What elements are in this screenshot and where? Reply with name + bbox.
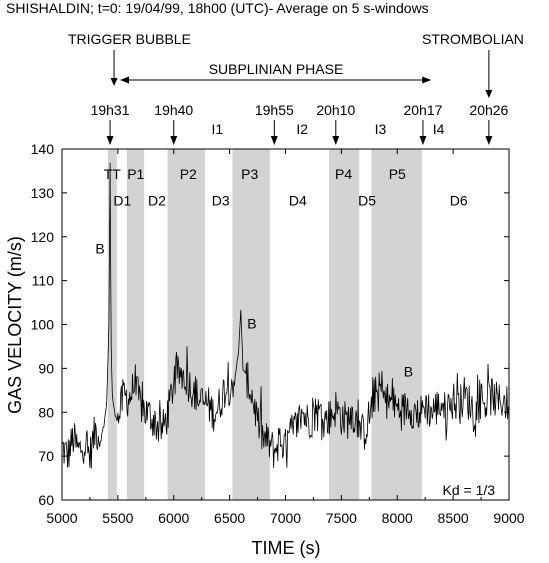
interval-label: I1 [211, 121, 223, 137]
time-marker-arrow-head [106, 136, 114, 145]
annotation: B [95, 241, 104, 257]
region-labels: TT P1 P2 P3 P4 P5 D1 D2 D3 D4 D5 D6 B B B Kd = 1/3 [95, 166, 495, 498]
region-label: P5 [389, 166, 406, 182]
time-marker-label: 20h17 [403, 102, 442, 118]
region-label: D1 [113, 192, 131, 208]
y-tick-label: 60 [38, 492, 54, 508]
x-tick-label: 7500 [326, 510, 357, 526]
time-marker-label: 20h26 [469, 102, 508, 118]
chart-title: SHISHALDIN; t=0: 19/04/99, 18h00 (UTC)- … [6, 0, 429, 16]
region-label: TT [104, 166, 122, 182]
strombolian-arrow-head [485, 90, 493, 98]
x-tick-label: 7000 [270, 510, 301, 526]
shaded-band [126, 149, 145, 500]
y-tick-label: 100 [31, 317, 55, 333]
x-axis: 5000 5500 6000 6500 7000 7500 8000 8500 9000 [46, 149, 525, 526]
region-label: D4 [289, 192, 307, 208]
annotation: B [247, 315, 256, 331]
shaded-band [107, 149, 117, 500]
gas-velocity-trace [61, 162, 510, 469]
y-tick-label: 120 [31, 229, 55, 245]
interval-label: I2 [296, 121, 308, 137]
region-label: D3 [212, 192, 230, 208]
region-label: D6 [450, 192, 468, 208]
time-marker-label: 20h10 [316, 102, 355, 118]
phase-arrow-right-head [422, 76, 432, 84]
time-marker-arrow-head [485, 136, 493, 145]
region-label: D2 [148, 192, 166, 208]
y-tick-label: 110 [32, 273, 55, 289]
y-tick-label: 90 [38, 360, 54, 376]
subplinian-phase-label: SUBPLINIAN PHASE [209, 61, 344, 77]
y-tick-label: 130 [31, 185, 55, 201]
x-tick-label: 9000 [493, 510, 524, 526]
trigger-bubble-label: TRIGGER BUBBLE [68, 31, 191, 47]
annotation: B [404, 364, 413, 380]
y-tick-label: 70 [38, 448, 54, 464]
y-axis: 60 70 80 90 100 110 120 130 140 [31, 141, 509, 508]
y-tick-label: 80 [38, 404, 54, 420]
shaded-band [167, 149, 206, 500]
time-markers: 19h31 19h40 19h55 20h10 20h17 20h26 I1 I2 I3 I4 [91, 50, 509, 145]
time-marker-label: 19h55 [255, 102, 294, 118]
interval-label: I3 [375, 121, 387, 137]
region-label: P2 [180, 166, 197, 182]
y-tick-label: 140 [31, 141, 55, 157]
annotation: Kd = 1/3 [442, 482, 495, 498]
time-marker-arrow-head [419, 136, 427, 145]
x-axis-title: TIME (s) [252, 538, 321, 558]
strombolian-label: STROMBOLIAN [422, 31, 524, 47]
region-label: P1 [127, 166, 144, 182]
time-marker-label: 19h31 [91, 102, 130, 118]
time-marker-label: 19h40 [154, 102, 193, 118]
region-label: P4 [335, 166, 352, 182]
x-tick-label: 8500 [438, 510, 469, 526]
x-tick-label: 5500 [102, 510, 133, 526]
time-marker-arrow-head [270, 136, 278, 145]
shaded-band [329, 149, 360, 500]
shaded-bands [107, 149, 422, 500]
shaded-band [371, 149, 422, 500]
interval-label: I4 [433, 121, 445, 137]
x-tick-label: 6000 [158, 510, 189, 526]
x-tick-label: 8000 [382, 510, 413, 526]
y-axis-title: GAS VELOCITY (m/s) [5, 236, 25, 414]
time-marker-arrow-head [332, 136, 340, 145]
time-marker-arrow-head [170, 136, 178, 145]
region-label: D5 [358, 192, 376, 208]
trigger-arrow-head [110, 78, 118, 86]
x-tick-label: 6500 [214, 510, 245, 526]
x-tick-label: 5000 [46, 510, 77, 526]
region-label: P3 [241, 166, 258, 182]
phase-arrow-left-head [120, 76, 130, 84]
